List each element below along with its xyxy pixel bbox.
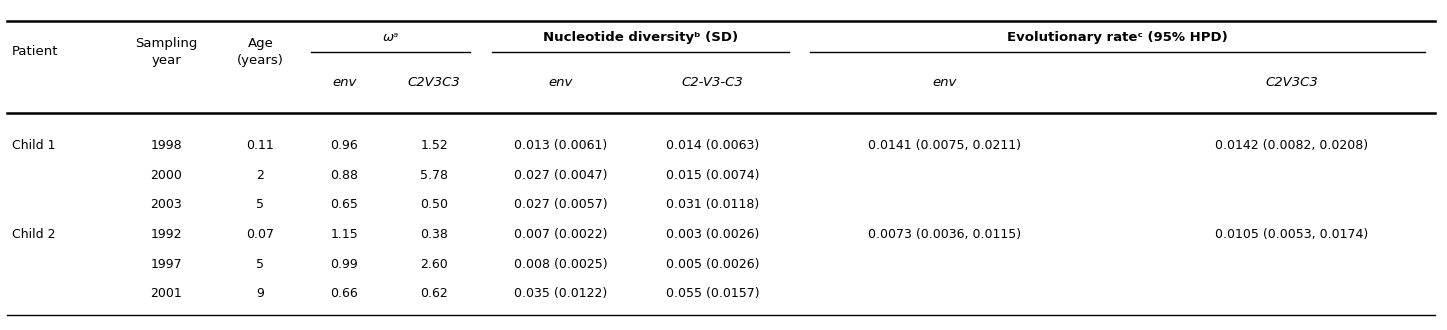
Text: 9: 9 bbox=[256, 287, 265, 300]
Text: 5: 5 bbox=[256, 258, 265, 271]
Text: 2.60: 2.60 bbox=[420, 258, 449, 271]
Text: env: env bbox=[548, 76, 573, 89]
Text: 0.027 (0.0047): 0.027 (0.0047) bbox=[514, 169, 608, 182]
Text: 1998: 1998 bbox=[150, 139, 182, 152]
Text: ωᵃ: ωᵃ bbox=[382, 31, 399, 44]
Text: Child 1: Child 1 bbox=[12, 139, 55, 152]
Text: 0.035 (0.0122): 0.035 (0.0122) bbox=[514, 287, 608, 300]
Text: 0.0073 (0.0036, 0.0115): 0.0073 (0.0036, 0.0115) bbox=[868, 228, 1020, 241]
Text: 1992: 1992 bbox=[150, 228, 182, 241]
Text: 0.99: 0.99 bbox=[330, 258, 359, 271]
Text: 0.88: 0.88 bbox=[330, 169, 359, 182]
Text: 0.62: 0.62 bbox=[420, 287, 449, 300]
Text: Nucleotide diversityᵇ (SD): Nucleotide diversityᵇ (SD) bbox=[543, 31, 738, 44]
Text: 0.005 (0.0026): 0.005 (0.0026) bbox=[666, 258, 760, 271]
Text: C2-V3-C3: C2-V3-C3 bbox=[682, 76, 744, 89]
Text: 5.78: 5.78 bbox=[420, 169, 449, 182]
Text: 0.027 (0.0057): 0.027 (0.0057) bbox=[514, 198, 608, 212]
Text: 0.007 (0.0022): 0.007 (0.0022) bbox=[514, 228, 608, 241]
Text: 0.0105 (0.0053, 0.0174): 0.0105 (0.0053, 0.0174) bbox=[1215, 228, 1367, 241]
Text: Sampling
year: Sampling year bbox=[135, 37, 198, 67]
Text: 1.52: 1.52 bbox=[420, 139, 449, 152]
Text: C2V3C3: C2V3C3 bbox=[408, 76, 460, 89]
Text: 1997: 1997 bbox=[150, 258, 182, 271]
Text: 0.0141 (0.0075, 0.0211): 0.0141 (0.0075, 0.0211) bbox=[868, 139, 1020, 152]
Text: 0.07: 0.07 bbox=[246, 228, 275, 241]
Text: 0.055 (0.0157): 0.055 (0.0157) bbox=[666, 287, 760, 300]
Text: 0.014 (0.0063): 0.014 (0.0063) bbox=[666, 139, 760, 152]
Text: 0.031 (0.0118): 0.031 (0.0118) bbox=[666, 198, 760, 212]
Text: 2000: 2000 bbox=[150, 169, 182, 182]
Text: 0.003 (0.0026): 0.003 (0.0026) bbox=[666, 228, 760, 241]
Text: Child 2: Child 2 bbox=[12, 228, 55, 241]
Text: 1.15: 1.15 bbox=[330, 228, 359, 241]
Text: 0.013 (0.0061): 0.013 (0.0061) bbox=[514, 139, 608, 152]
Text: 0.66: 0.66 bbox=[330, 287, 359, 300]
Text: 2: 2 bbox=[256, 169, 265, 182]
Text: Evolutionary rateᶜ (95% HPD): Evolutionary rateᶜ (95% HPD) bbox=[1007, 31, 1229, 44]
Text: Age
(years): Age (years) bbox=[237, 37, 284, 67]
Text: 5: 5 bbox=[256, 198, 265, 212]
Text: 0.015 (0.0074): 0.015 (0.0074) bbox=[666, 169, 760, 182]
Text: 0.11: 0.11 bbox=[246, 139, 275, 152]
Text: 0.38: 0.38 bbox=[420, 228, 449, 241]
Text: 2003: 2003 bbox=[150, 198, 182, 212]
Text: 0.65: 0.65 bbox=[330, 198, 359, 212]
Text: env: env bbox=[333, 76, 356, 89]
Text: 0.008 (0.0025): 0.008 (0.0025) bbox=[514, 258, 608, 271]
Text: C2V3C3: C2V3C3 bbox=[1265, 76, 1318, 89]
Text: 0.96: 0.96 bbox=[330, 139, 359, 152]
Text: env: env bbox=[932, 76, 956, 89]
Text: 0.0142 (0.0082, 0.0208): 0.0142 (0.0082, 0.0208) bbox=[1215, 139, 1367, 152]
Text: 0.50: 0.50 bbox=[420, 198, 449, 212]
Text: 2001: 2001 bbox=[150, 287, 182, 300]
Text: Patient: Patient bbox=[12, 45, 58, 58]
